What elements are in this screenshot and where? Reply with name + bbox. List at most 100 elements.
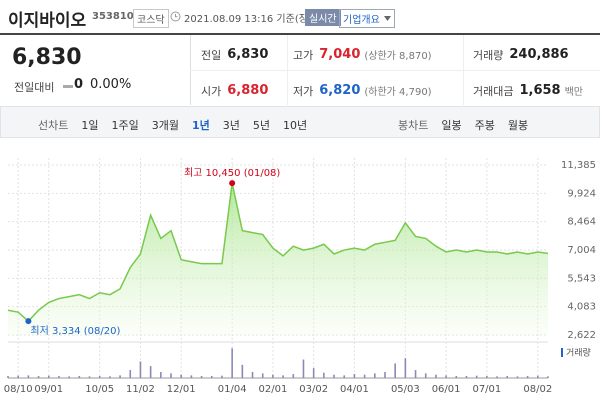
volume-bar xyxy=(221,375,223,378)
volume-bar xyxy=(98,376,101,378)
volume-bar xyxy=(272,374,274,378)
flat-icon xyxy=(63,85,73,88)
volume-bar xyxy=(190,375,193,378)
volume-bar xyxy=(241,364,244,378)
company-info-label: 기업개요 xyxy=(343,15,380,26)
candle-tab[interactable]: 주봉 xyxy=(474,119,495,132)
volume-bar xyxy=(170,373,172,378)
y-tick-label: 4,083 xyxy=(567,302,596,313)
volume-bar xyxy=(547,376,549,378)
x-tick-label: 04/01 xyxy=(340,384,369,395)
candle-tabs: 봉차트 일봉 주봉 월봉 xyxy=(398,114,541,133)
volume-bar xyxy=(537,375,539,378)
x-tick-label: 01/04 xyxy=(218,384,247,395)
legend-swatch xyxy=(561,348,563,357)
volume-bar xyxy=(323,372,325,378)
stock-name: 이지바이오 xyxy=(8,11,87,31)
volume-bar xyxy=(496,376,498,378)
volume-bar xyxy=(37,376,40,378)
quote-cell: 저가 6,820 (하한가 4,790) xyxy=(293,80,432,99)
y-tick-label: 7,004 xyxy=(567,245,596,256)
candle-tab[interactable]: 일봉 xyxy=(441,119,462,132)
tab-group-label: 봉차트 xyxy=(398,119,429,132)
company-info-button[interactable]: 기업개요 xyxy=(339,9,395,28)
change: 0 xyxy=(74,77,84,92)
volume-bar xyxy=(373,373,376,378)
period-tab[interactable]: 3개월 xyxy=(151,119,179,132)
volume-bar xyxy=(302,359,305,378)
volume-bar xyxy=(465,376,468,378)
volume-bar xyxy=(160,372,162,378)
annotation-dot xyxy=(229,180,236,187)
volume-bar xyxy=(58,376,60,378)
volume-bar xyxy=(88,376,91,378)
volume-bar xyxy=(404,358,407,378)
y-tick-label: 11,385 xyxy=(561,160,596,171)
line-tabs: 선차트 1일 1주일 3개월 1년 3년 5년 10년 xyxy=(38,114,320,133)
candle-tab[interactable]: 월봉 xyxy=(507,119,529,132)
volume-bar xyxy=(394,363,396,378)
quote-note: (상한가 8,870) xyxy=(364,51,432,62)
volume-bar xyxy=(78,376,81,378)
y-tick-label: 2,622 xyxy=(567,330,596,341)
stock-code: 353810 xyxy=(92,11,134,22)
period-tab[interactable]: 1년 xyxy=(192,119,210,132)
volume-bar xyxy=(119,375,121,378)
current-price: 6,830 xyxy=(12,45,82,70)
volume-bar xyxy=(435,374,437,378)
volume-bar xyxy=(312,368,315,378)
volume-bar xyxy=(231,348,233,378)
x-tick-label: 12/01 xyxy=(167,384,196,395)
volume-bar xyxy=(282,375,284,378)
quote-label: 시가 xyxy=(201,84,222,98)
period-tab[interactable]: 1주일 xyxy=(111,119,139,132)
volume-bar xyxy=(109,376,111,378)
x-tick-label: 03/02 xyxy=(299,384,328,395)
quote-label: 전일 xyxy=(201,48,222,62)
quote-value: 6,880 xyxy=(227,83,269,98)
volume-bar xyxy=(251,372,254,378)
y-tick-label: 9,924 xyxy=(567,188,596,199)
x-tick-label: 02/01 xyxy=(258,384,287,395)
header-divider xyxy=(0,33,600,35)
dropdown-icon xyxy=(383,16,391,21)
quote-cell: 거래량 240,886 xyxy=(473,44,573,63)
quote-cell: 고가 7,040 (상한가 8,870) xyxy=(293,44,432,63)
volume-bar xyxy=(343,375,346,378)
quote-cell: 시가 6,880 xyxy=(201,80,272,99)
volume-bar xyxy=(486,376,488,378)
annotation: 최고 10,450 (01/08) xyxy=(184,167,280,179)
quote-label: 저가 xyxy=(293,84,314,98)
period-tab[interactable]: 3년 xyxy=(222,119,240,132)
price-line xyxy=(7,182,549,323)
period-tab[interactable]: 10년 xyxy=(283,119,308,132)
market-badge: 코스닥 xyxy=(133,9,169,28)
tab-group-label: 선차트 xyxy=(38,119,69,132)
x-tick-label: 07/01 xyxy=(472,384,501,395)
volume-bar xyxy=(129,370,132,378)
quote-value: 1,658 xyxy=(519,83,561,98)
quote-label: 고가 xyxy=(293,48,314,62)
period-tab[interactable]: 5년 xyxy=(252,119,271,132)
volume-bar xyxy=(353,374,356,378)
x-tick-label: 08/02 xyxy=(523,384,552,395)
timestamp: 2021.08.09 13:16 기준(장중) xyxy=(184,14,322,25)
quote-value: 6,830 xyxy=(227,47,269,62)
volume-bar xyxy=(68,376,70,378)
divider xyxy=(190,70,600,71)
clock-icon xyxy=(170,11,181,22)
volume-bar xyxy=(516,376,519,378)
volume-bar xyxy=(47,375,50,378)
x-tick-label: 10/05 xyxy=(85,384,114,395)
y-tick-label: 5,543 xyxy=(567,273,596,284)
period-tab[interactable]: 1일 xyxy=(81,119,99,132)
legend-label: 거래량 xyxy=(566,347,591,359)
volume-bar xyxy=(149,366,152,378)
x-tick-label: 06/01 xyxy=(432,384,461,395)
annotation-dot xyxy=(25,318,32,325)
x-tick-label: 08/10 xyxy=(4,384,33,395)
x-tick-label: 09/01 xyxy=(34,384,63,395)
x-tick-label: 05/03 xyxy=(391,384,420,395)
